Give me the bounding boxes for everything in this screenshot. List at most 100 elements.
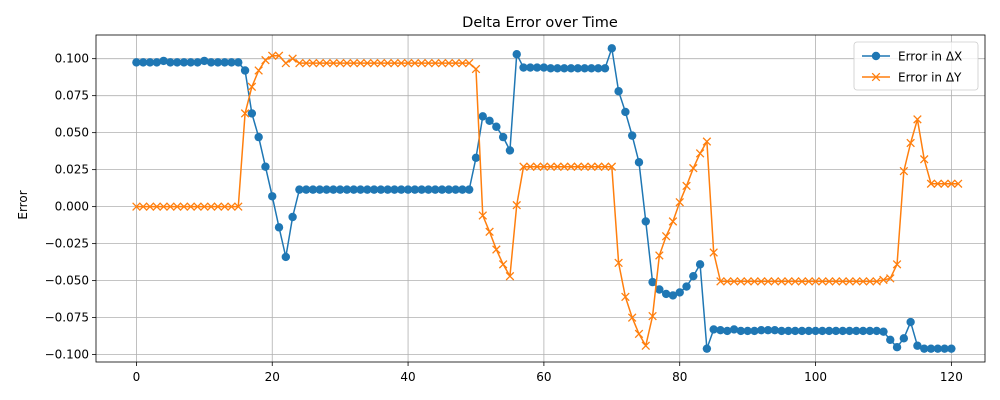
data-point [532,63,542,72]
data-point [397,58,406,68]
data-point [220,58,229,67]
data-point [240,66,250,75]
data-point [356,58,365,68]
data-point [899,166,909,176]
legend-box [853,41,979,91]
data-point [363,58,372,68]
data-point [213,58,223,67]
data-point [308,185,318,194]
data-point [485,116,494,126]
data-point [471,153,481,163]
data-point [206,202,216,211]
legend-entry: Error in ΔX [862,50,962,64]
data-point [186,202,196,211]
data-point [913,115,922,124]
data-point [777,277,786,286]
data-point [295,185,304,194]
data-point [763,277,773,286]
data-point [953,179,963,188]
data-point [709,248,718,257]
data-point [560,64,569,73]
data-point [166,58,175,67]
data-point [464,185,474,194]
data-point [716,325,725,335]
x-tick-label: 0 [133,370,141,384]
y-tick-label: −0.075 [45,311,89,325]
data-point [179,202,189,211]
data-point [268,192,277,201]
y-tick-label: −0.100 [45,348,89,362]
data-point [274,51,284,60]
y-tick-label: 0.075 [55,89,89,103]
y-ticks: −0.100 −0.075 −0.050 −0.025 0.000 0.025 0.050 0… [45,52,96,362]
data-point [200,56,209,66]
data-point [444,58,454,68]
data-point [899,334,909,343]
data-point [655,285,664,294]
data-point [424,58,433,68]
data-point [871,51,881,61]
data-point [471,64,481,74]
data-point [240,109,250,118]
data-point [627,313,637,322]
data-point [145,58,155,67]
data-point [675,197,684,207]
data-point [858,326,868,336]
y-tick-label: −0.050 [45,274,89,288]
data-point [464,58,474,68]
data-point [430,58,440,68]
data-point [906,138,915,148]
data-point [437,185,447,194]
data-point [865,277,875,286]
data-point [159,56,168,66]
chart-title: Delta Error over Time [462,15,618,31]
data-point [172,58,182,67]
plot-frame [95,34,986,363]
data-point [261,162,270,171]
data-point [138,202,148,211]
data-point [519,63,528,72]
data-point [227,202,236,211]
data-point [498,260,508,269]
data-point [668,217,678,226]
data-point [261,55,270,65]
data-point [940,344,949,353]
data-point [573,64,583,73]
data-point [743,326,752,336]
data-point [600,64,610,73]
data-point [193,202,202,211]
data-point [376,58,386,68]
data-point [933,344,942,353]
data-point [397,185,406,194]
data-point [594,64,603,73]
data-point [159,202,168,211]
data-point [139,58,148,67]
data-point [757,325,766,335]
data-point [607,44,617,53]
data-point [723,277,732,286]
data-point [431,185,440,194]
data-point [200,202,209,211]
data-point [247,82,257,92]
data-point [451,185,460,194]
data-point [824,277,834,286]
data-point [871,72,881,82]
data-point [322,58,331,68]
data-point [770,325,780,335]
data-point [444,185,454,194]
data-point [458,58,467,68]
data-point [288,54,297,63]
data-point [906,317,915,327]
data-point [539,63,549,72]
data-point [526,162,535,171]
data-point [587,162,596,171]
data-point [913,341,922,350]
data-point [852,277,861,286]
data-point [390,185,399,194]
data-point [756,277,766,286]
data-point [661,231,671,241]
data-point [648,311,657,321]
data-point [784,326,793,336]
data-point [716,277,725,286]
data-point [682,282,691,291]
